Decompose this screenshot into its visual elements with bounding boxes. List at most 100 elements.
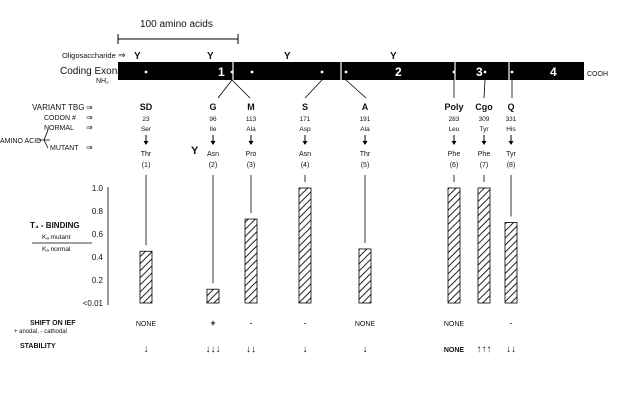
- y-tick-label: 0.4: [92, 253, 104, 262]
- row-arrow-icon: ⇒: [86, 103, 93, 112]
- binding-bar: [206, 288, 220, 304]
- mutation-arrow-icon: [481, 141, 487, 145]
- binding-axis: 1.0 0.8 0.6 0.4 0.2 <0.01 T₄ - BINDING Kₐ mut…: [30, 184, 109, 308]
- normal-residue: His: [506, 126, 516, 133]
- site-connector: [483, 79, 486, 99]
- stability-value: ↑↑↑: [477, 344, 492, 355]
- variant-index: (1): [142, 162, 151, 169]
- shift-value: +: [210, 318, 215, 328]
- variant-column-s: S 171 Asp Asn (4) - ↓: [298, 102, 312, 355]
- mutation-site-dot: [230, 70, 234, 74]
- row-arrow-icon: ⇒: [86, 143, 93, 152]
- row-labels: VARIANT TBG ⇒ CODON # ⇒ NORMAL ⇒ AMINO A…: [0, 103, 93, 152]
- shift-value: NONE: [444, 321, 465, 328]
- glycosylation-site-icon: Y: [207, 51, 214, 62]
- mutation-arrow-icon: [248, 141, 254, 145]
- exon-number: 1: [218, 65, 225, 79]
- exon-number: 3: [476, 65, 483, 79]
- variant-column-cgo: Cgo 309 Tyr Phe (7) ↑↑↑: [475, 102, 493, 355]
- variant-name: Cgo: [475, 102, 493, 112]
- shift-value: -: [510, 318, 513, 328]
- binding-bar: [298, 187, 312, 304]
- site-connectors: [217, 79, 513, 99]
- mutation-arrow-icon: [451, 141, 457, 145]
- mutant-residue: Phe: [478, 151, 491, 158]
- binding-bar: [139, 250, 153, 304]
- scale-bar-label: 100 amino acids: [140, 19, 213, 30]
- normal-residue: Ala: [246, 126, 256, 133]
- stability-value: ↓: [144, 344, 149, 355]
- shift-value: -: [304, 318, 307, 328]
- normal-residue: Asp: [299, 126, 311, 133]
- oligosaccharide-row: Oligosaccharide ⇒ Y Y Y Y: [62, 50, 397, 62]
- ka-normal-label: Kₐ normal: [42, 246, 71, 253]
- stability-value: ↓: [363, 344, 368, 355]
- coding-exons-label: Coding Exons: [60, 66, 122, 77]
- glycosylation-site-icon: Y: [390, 51, 397, 62]
- row-arrow-icon: ⇒: [86, 113, 93, 122]
- oligosaccharide-label: Oligosaccharide: [62, 51, 116, 60]
- mutation-site-dot: [483, 70, 487, 74]
- variant-name: A: [362, 102, 369, 112]
- stability-value: ↓↓: [506, 344, 516, 355]
- binding-bar: [358, 248, 372, 304]
- y-tick-label: 1.0: [92, 184, 104, 193]
- codon-number: 331: [506, 116, 517, 123]
- variant-column-poly: Poly 283 Leu Phe (6) NONE NONE: [444, 102, 465, 354]
- mutation-site-dot: [250, 70, 254, 74]
- stability-value: ↓↓: [246, 344, 256, 355]
- shift-value: NONE: [136, 321, 157, 328]
- variant-index: (2): [209, 162, 218, 169]
- cooh-terminus-label: COOH: [587, 71, 608, 78]
- variant-tbg-label: VARIANT TBG: [32, 103, 84, 112]
- coding-exons-bar: [118, 62, 584, 80]
- mutant-residue: Thr: [360, 151, 371, 158]
- y-tick-label: 0.6: [92, 230, 104, 239]
- mutation-arrow-icon: [143, 141, 149, 145]
- y-tick-label: 0.8: [92, 207, 104, 216]
- mutation-site-dot: [510, 70, 514, 74]
- codon-number: 96: [209, 116, 217, 123]
- codon-label: CODON #: [44, 115, 76, 122]
- bottom-labels: SHIFT ON IEF + anodal, - cathodal STABIL…: [14, 320, 76, 350]
- site-connector: [217, 79, 233, 99]
- mutant-residue: Phe: [448, 151, 461, 158]
- ka-mutant-label: Kₐ mutant: [42, 234, 71, 241]
- exon-number: 2: [395, 65, 402, 79]
- mutation-arrow-icon: [508, 141, 514, 145]
- mutation-site-dot: [144, 70, 148, 74]
- variant-name: SD: [140, 102, 153, 112]
- normal-residue: Ser: [141, 126, 152, 133]
- variant-name: Poly: [444, 102, 463, 112]
- amino-acid-label: AMINO ACID: [0, 138, 41, 145]
- normal-residue: Ala: [360, 126, 370, 133]
- variant-columns: SD23SerThr(1)NONE↓G96IleAsn(2)+↓↓↓M113Al…: [136, 102, 518, 355]
- normal-residue: Tyr: [479, 126, 489, 133]
- variant-name: M: [247, 102, 255, 112]
- codon-number: 309: [479, 116, 490, 123]
- coding-exons-row: Coding Exons ⇒ NH₂ 1 2 3 4 COOH: [60, 62, 608, 85]
- variant-index: (7): [480, 162, 489, 169]
- y-tick-label: 0.2: [92, 276, 104, 285]
- variant-index: (8): [507, 162, 516, 169]
- stability-value: NONE: [444, 347, 465, 354]
- mutation-arrow-icon: [210, 141, 216, 145]
- codon-number: 23: [142, 116, 150, 123]
- new-glycosylation-icon: Y: [191, 145, 199, 157]
- shift-value: NONE: [355, 321, 376, 328]
- binding-bar: [244, 218, 258, 304]
- variant-name: G: [209, 102, 216, 112]
- mutation-site-dot: [344, 70, 348, 74]
- mutation-site-dot: [320, 70, 324, 74]
- variant-index: (5): [361, 162, 370, 169]
- normal-residue: Leu: [449, 126, 460, 133]
- glycosylation-site-icon: Y: [134, 51, 141, 62]
- codon-number: 191: [360, 116, 371, 123]
- y-tick-label: <0.01: [83, 299, 104, 308]
- variant-name: S: [302, 102, 308, 112]
- stability-value: ↓: [303, 344, 308, 355]
- variant-index: (6): [450, 162, 459, 169]
- site-connector: [345, 79, 367, 99]
- variant-column-sd: SD 23 Ser Thr (1) NONE ↓: [136, 102, 157, 355]
